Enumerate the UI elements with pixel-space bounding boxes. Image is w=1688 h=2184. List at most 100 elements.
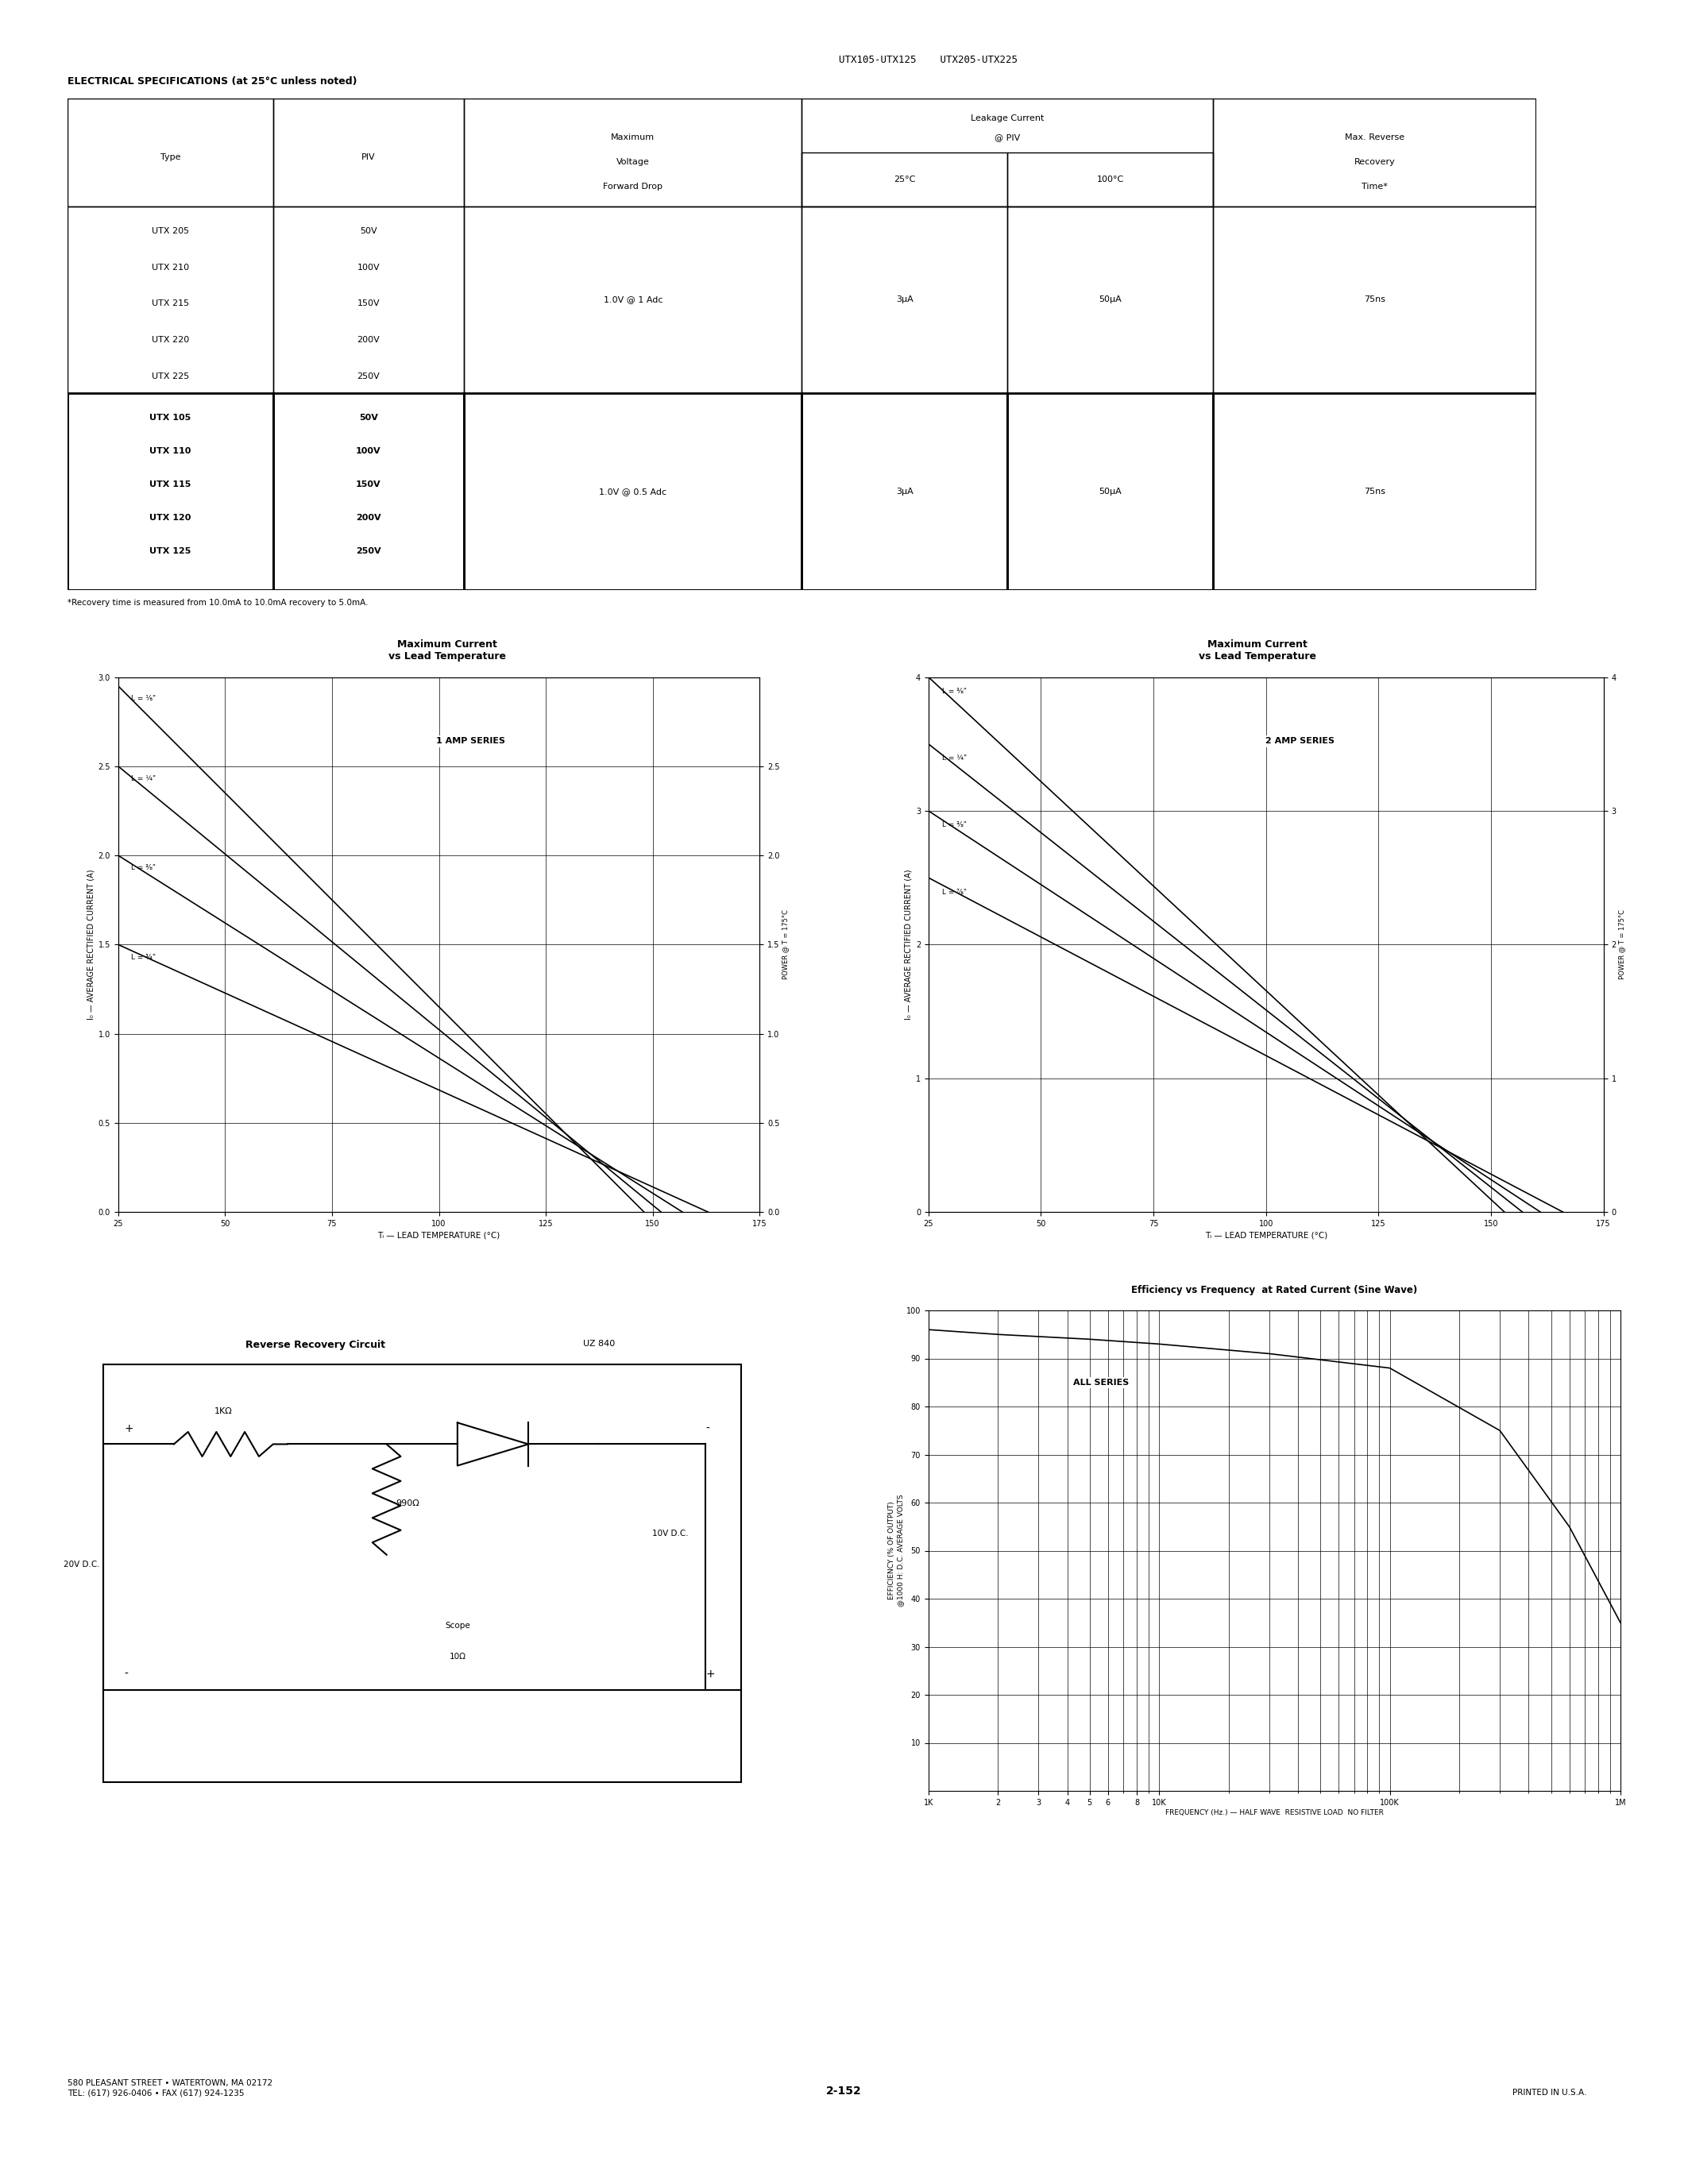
Text: 10Ω: 10Ω <box>449 1653 466 1660</box>
Text: UTX 205: UTX 205 <box>152 227 189 236</box>
Text: 50V: 50V <box>360 227 376 236</box>
Bar <box>802 207 1008 393</box>
Y-axis label: POWER @ T = 175°C: POWER @ T = 175°C <box>1619 911 1626 978</box>
Bar <box>1008 393 1214 590</box>
Bar <box>464 98 802 207</box>
Text: ELECTRICAL SPECIFICATIONS (at 25°C unless noted): ELECTRICAL SPECIFICATIONS (at 25°C unles… <box>68 76 358 87</box>
Text: UTX 115: UTX 115 <box>150 480 191 489</box>
Text: L = ⅜": L = ⅜" <box>132 865 155 871</box>
Text: 1 AMP SERIES: 1 AMP SERIES <box>437 738 505 745</box>
Text: 250V: 250V <box>358 373 380 380</box>
Text: UTX 120: UTX 120 <box>150 513 191 522</box>
Text: 3μA: 3μA <box>896 487 913 496</box>
Text: L = ¾": L = ¾" <box>132 954 155 961</box>
Text: PRINTED IN U.S.A.: PRINTED IN U.S.A. <box>1512 2088 1587 2097</box>
Text: UTX 210: UTX 210 <box>152 264 189 271</box>
Text: 50V: 50V <box>360 413 378 422</box>
Text: UTX105-UTX125    UTX205-UTX225: UTX105-UTX125 UTX205-UTX225 <box>839 55 1018 66</box>
Text: 200V: 200V <box>356 513 381 522</box>
Text: Time*: Time* <box>1362 183 1388 190</box>
Bar <box>1214 207 1536 393</box>
Bar <box>802 98 1214 207</box>
Bar <box>802 393 1008 590</box>
Text: 1.0V @ 0.5 Adc: 1.0V @ 0.5 Adc <box>599 487 667 496</box>
Text: 1.0V @ 1 Adc: 1.0V @ 1 Adc <box>603 295 662 304</box>
Bar <box>1214 393 1536 590</box>
Bar <box>68 393 273 590</box>
Text: @ PIV: @ PIV <box>994 133 1020 142</box>
Text: Scope: Scope <box>446 1623 469 1629</box>
Text: L = ⅛": L = ⅛" <box>132 695 155 701</box>
Text: 150V: 150V <box>356 480 381 489</box>
Text: 580 PLEASANT STREET • WATERTOWN, MA 02172
TEL: (617) 926-0406 • FAX (617) 924-12: 580 PLEASANT STREET • WATERTOWN, MA 0217… <box>68 2079 272 2097</box>
Text: 150V: 150V <box>358 299 380 308</box>
Text: -: - <box>125 1669 128 1679</box>
Bar <box>1214 98 1536 207</box>
Text: -: - <box>706 1424 709 1435</box>
Text: 3μA: 3μA <box>896 295 913 304</box>
Text: Efficiency vs Frequency  at Rated Current (Sine Wave): Efficiency vs Frequency at Rated Current… <box>1131 1284 1418 1295</box>
Text: Leakage Current: Leakage Current <box>971 114 1045 122</box>
Text: UTX 225: UTX 225 <box>152 373 189 380</box>
Text: 1KΩ: 1KΩ <box>214 1406 233 1415</box>
Bar <box>802 153 1008 207</box>
Text: 100°C: 100°C <box>1097 175 1124 183</box>
Text: UTX 220: UTX 220 <box>152 336 189 345</box>
Text: +: + <box>706 1669 714 1679</box>
Text: Voltage: Voltage <box>616 157 650 166</box>
Bar <box>464 207 802 393</box>
Bar <box>1008 153 1214 207</box>
Y-axis label: EFFICIENCY (% OF OUTPUT)
@1000 H: D.C. AVERAGE VOLTS: EFFICIENCY (% OF OUTPUT) @1000 H: D.C. A… <box>888 1494 903 1607</box>
Text: Recovery: Recovery <box>1354 157 1394 166</box>
Bar <box>68 207 273 393</box>
Text: PIV: PIV <box>361 153 375 162</box>
Text: +: + <box>125 1424 133 1435</box>
Bar <box>273 98 464 207</box>
Text: 10V D.C.: 10V D.C. <box>652 1531 689 1538</box>
Text: 50μA: 50μA <box>1099 295 1121 304</box>
Text: 2 AMP SERIES: 2 AMP SERIES <box>1266 738 1334 745</box>
Text: 25°C: 25°C <box>893 175 915 183</box>
Text: Type: Type <box>160 153 181 162</box>
Text: 100V: 100V <box>358 264 380 271</box>
Text: UTX 110: UTX 110 <box>150 448 191 454</box>
Text: L = ¼": L = ¼" <box>132 775 155 782</box>
Text: Forward Drop: Forward Drop <box>603 183 663 190</box>
Text: UTX 125: UTX 125 <box>150 548 191 555</box>
X-axis label: FREQUENCY (Hz.) — HALF WAVE  RESISTIVE LOAD  NO FILTER: FREQUENCY (Hz.) — HALF WAVE RESISTIVE LO… <box>1165 1808 1384 1815</box>
Bar <box>464 393 802 590</box>
Text: 75ns: 75ns <box>1364 295 1386 304</box>
Text: 20V D.C.: 20V D.C. <box>64 1562 100 1568</box>
Text: L = ⅜": L = ⅜" <box>942 688 967 695</box>
Text: Maximum Current
vs Lead Temperature: Maximum Current vs Lead Temperature <box>388 640 506 662</box>
Text: Maximum Current
vs Lead Temperature: Maximum Current vs Lead Temperature <box>1198 640 1317 662</box>
Y-axis label: I₀ — AVERAGE RECTIFIED CURRENT (A): I₀ — AVERAGE RECTIFIED CURRENT (A) <box>905 869 913 1020</box>
X-axis label: Tₗ — LEAD TEMPERATURE (°C): Tₗ — LEAD TEMPERATURE (°C) <box>1205 1232 1327 1238</box>
Text: Max. Reverse: Max. Reverse <box>1345 133 1404 142</box>
Text: ALL SERIES: ALL SERIES <box>1074 1378 1129 1387</box>
Text: 100V: 100V <box>356 448 381 454</box>
Text: Reverse Recovery Circuit: Reverse Recovery Circuit <box>246 1339 385 1350</box>
Bar <box>103 1365 741 1782</box>
X-axis label: Tₗ — LEAD TEMPERATURE (°C): Tₗ — LEAD TEMPERATURE (°C) <box>378 1232 500 1238</box>
Text: *Recovery time is measured from 10.0mA to 10.0mA recovery to 5.0mA.: *Recovery time is measured from 10.0mA t… <box>68 598 368 607</box>
Text: UTX 215: UTX 215 <box>152 299 189 308</box>
Text: 990Ω: 990Ω <box>397 1498 420 1507</box>
Y-axis label: I₀ — AVERAGE RECTIFIED CURRENT (A): I₀ — AVERAGE RECTIFIED CURRENT (A) <box>86 869 95 1020</box>
Text: UZ 840: UZ 840 <box>584 1339 614 1348</box>
Text: 2-152: 2-152 <box>825 2086 863 2097</box>
Text: Maximum: Maximum <box>611 133 655 142</box>
Bar <box>1008 207 1214 393</box>
Text: L = ⅞": L = ⅞" <box>942 889 967 895</box>
Y-axis label: POWER @ T = 175°C: POWER @ T = 175°C <box>782 911 788 978</box>
Text: L = ¼": L = ¼" <box>942 756 967 762</box>
Text: 50μA: 50μA <box>1099 487 1121 496</box>
Text: 200V: 200V <box>358 336 380 345</box>
Text: 250V: 250V <box>356 548 381 555</box>
Text: 75ns: 75ns <box>1364 487 1386 496</box>
Bar <box>68 98 273 207</box>
Text: L = ⅜": L = ⅜" <box>942 821 967 828</box>
Text: UTX 105: UTX 105 <box>150 413 191 422</box>
Bar <box>273 207 464 393</box>
Bar <box>273 393 464 590</box>
